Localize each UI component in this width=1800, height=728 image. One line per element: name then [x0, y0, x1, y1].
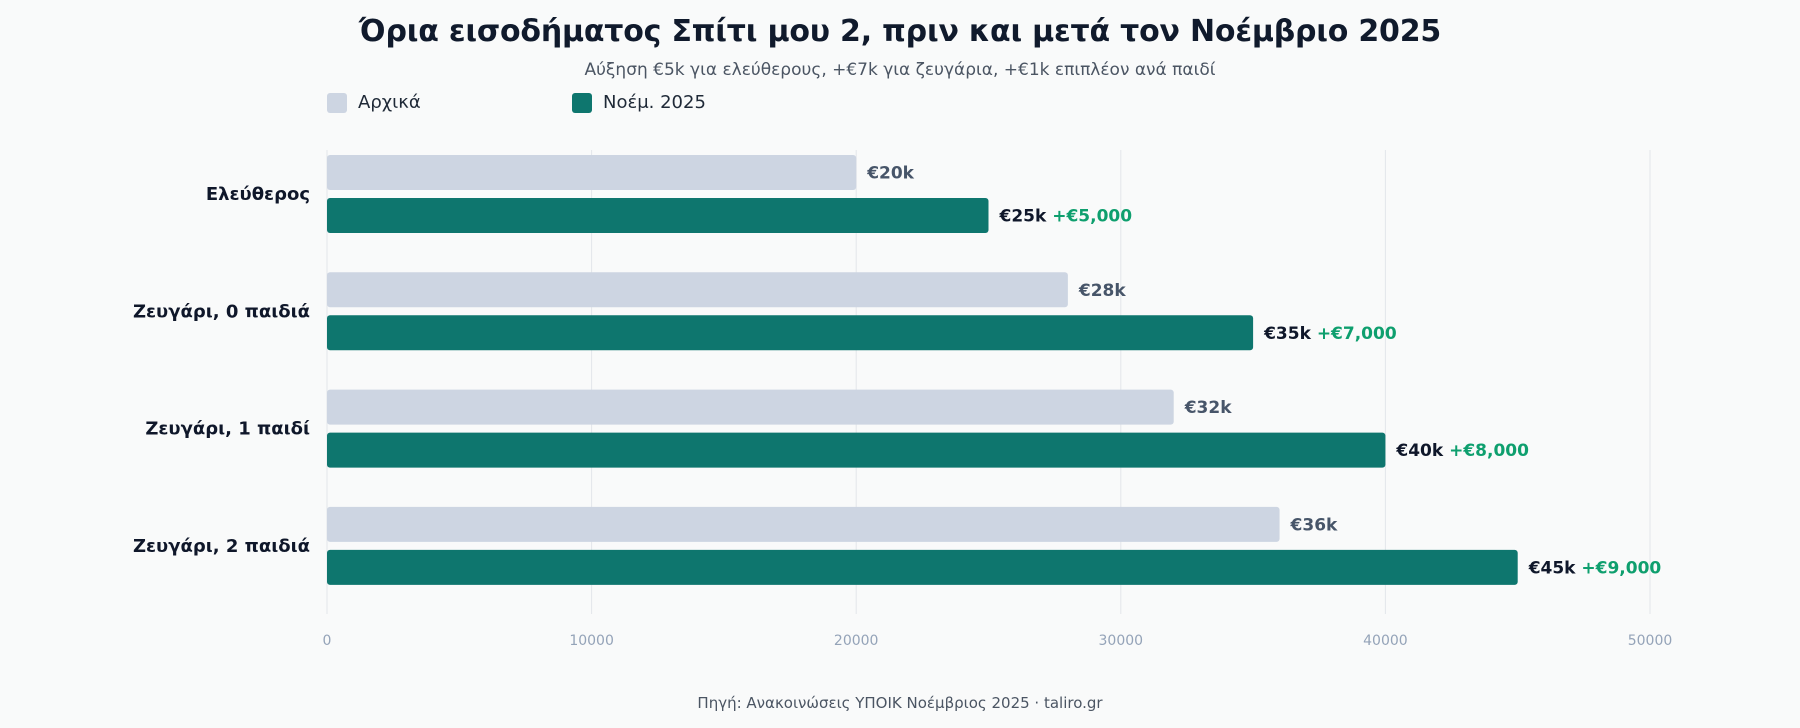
legend-swatch-updated: [572, 92, 592, 113]
value-label-original: €32k: [1184, 398, 1232, 418]
x-tick-label: 30000: [1099, 633, 1144, 649]
bar-updated: [327, 549, 1518, 585]
value-text-updated: €40k: [1395, 441, 1449, 461]
bar-original: [327, 272, 1068, 308]
chart-title: Όρια εισοδήματος Σπίτι μου 2, πριν και μ…: [358, 14, 1442, 49]
value-label-original: €20k: [866, 164, 914, 184]
x-tick-label: 20000: [834, 633, 879, 649]
value-label-updated: €25k +€5,000: [999, 207, 1133, 227]
increase-label: +€9,000: [1581, 558, 1661, 578]
legend-label-updated: Νοέμ. 2025: [603, 92, 706, 113]
legend-swatch-original: [327, 92, 347, 113]
chart-subtitle: Αύξηση €5k για ελεύθερους, +€7k για ζευγ…: [584, 60, 1216, 80]
x-tick-label: 50000: [1628, 633, 1673, 649]
bar-updated: [327, 432, 1386, 468]
increase-label: +€5,000: [1052, 207, 1132, 227]
bar-original: [327, 155, 857, 190]
value-text-updated: €35k: [1263, 324, 1317, 344]
category-label: Ζευγάρι, 0 παιδιά: [133, 301, 310, 322]
value-label-original: €28k: [1078, 281, 1126, 301]
bar-updated: [327, 315, 1254, 351]
bar-updated: [327, 198, 989, 233]
legend-label-original: Αρχικά: [358, 92, 421, 113]
legend-item-updated: Νοέμ. 2025: [572, 92, 706, 113]
value-label-updated: €40k +€8,000: [1395, 441, 1529, 461]
value-label-updated: €35k +€7,000: [1263, 324, 1397, 344]
legend-item-original: Αρχικά: [327, 92, 421, 113]
bars: [327, 155, 1518, 585]
chart-source: Πηγή: Ανακοινώσεις ΥΠΟΙΚ Νοέμβριος 2025 …: [697, 694, 1103, 712]
value-label-original: €36k: [1290, 515, 1338, 535]
bar-original: [327, 389, 1174, 425]
category-label: Ελεύθερος: [206, 184, 310, 205]
bar-original: [327, 506, 1280, 542]
x-tick-label: 40000: [1363, 633, 1408, 649]
value-text-updated: €45k: [1528, 558, 1582, 578]
increase-label: +€7,000: [1317, 324, 1397, 344]
category-label: Ζευγάρι, 2 παιδιά: [133, 536, 310, 557]
value-label-updated: €45k +€9,000: [1528, 558, 1662, 578]
value-text-updated: €25k: [999, 207, 1053, 227]
x-tick-label: 0: [323, 633, 332, 649]
x-tick-label: 10000: [569, 633, 614, 649]
labels: 0 10000 20000 30000 40000 50000 Ελεύθερος €20k €…: [133, 164, 1672, 650]
category-label: Ζευγάρι, 1 παιδί: [145, 419, 310, 440]
increase-label: +€8,000: [1449, 441, 1529, 461]
